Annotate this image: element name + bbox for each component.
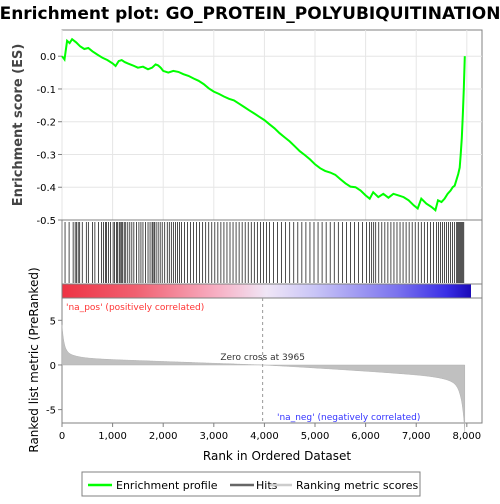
legend: Enrichment profile Hits Ranking metric s… xyxy=(81,471,421,497)
x-tick-label: 5,000 xyxy=(301,431,330,442)
metric-tick-label: -5 xyxy=(46,406,56,417)
es-y-axis-label: Enrichment score (ES) xyxy=(11,44,26,207)
metric-tick-label: 5 xyxy=(50,316,56,327)
negative-correlation-label: 'na_neg' (negatively correlated) xyxy=(277,413,420,423)
legend-label-hits: Hits xyxy=(256,479,278,492)
hit-markers xyxy=(64,222,465,283)
x-tick-label: 3,000 xyxy=(199,431,228,442)
x-axis-label: Rank in Ordered Dataset xyxy=(203,449,351,463)
enrichment-profile-line xyxy=(61,37,466,212)
x-tick-label: 6,000 xyxy=(351,431,380,442)
es-tick-label: -0.5 xyxy=(36,216,56,227)
ranking-metric-area xyxy=(61,324,466,432)
x-tick-label: 0 xyxy=(59,431,65,442)
metric-tick-label: 0 xyxy=(50,361,56,372)
x-tick-label: 7,000 xyxy=(402,431,431,442)
es-y-axis: 0.0 -0.1 -0.2 -0.3 -0.4 -0.5 xyxy=(36,52,62,227)
es-tick-label: -0.4 xyxy=(36,183,56,194)
x-tick-label: 8,000 xyxy=(452,431,481,442)
zero-cross-label: Zero cross at 3965 xyxy=(220,353,305,363)
legend-label-enrichment: Enrichment profile xyxy=(116,479,218,492)
chart-title: Enrichment plot: GO_PROTEIN_POLYUBIQUITI… xyxy=(0,4,500,24)
x-tick-label: 4,000 xyxy=(250,431,279,442)
legend-label-metric: Ranking metric scores xyxy=(296,479,418,492)
x-tick-label: 2,000 xyxy=(149,431,178,442)
metric-y-axis: 5 0 -5 xyxy=(46,316,62,417)
hits-panel xyxy=(61,219,483,285)
x-tick-label: 1,000 xyxy=(98,431,127,442)
metric-y-axis-label: Ranked list metric (PreRanked) xyxy=(27,267,41,452)
rank-color-bar xyxy=(62,284,471,298)
es-tick-label: -0.1 xyxy=(36,85,56,96)
positive-correlation-label: 'na_pos' (positively correlated) xyxy=(66,303,204,313)
es-tick-label: -0.3 xyxy=(36,150,56,161)
es-panel xyxy=(61,29,483,221)
es-tick-label: 0.0 xyxy=(40,52,56,63)
x-axis: 0 1,000 2,000 3,000 4,000 5,000 6,000 7,000 8,00… xyxy=(59,423,481,442)
es-tick-label: -0.2 xyxy=(36,118,56,129)
